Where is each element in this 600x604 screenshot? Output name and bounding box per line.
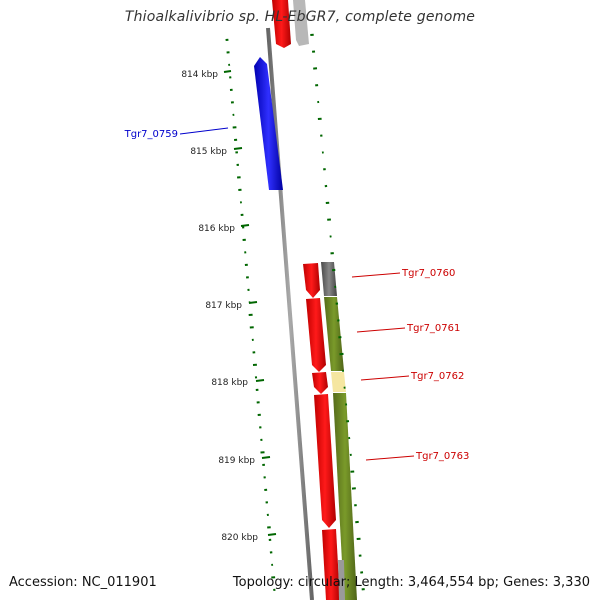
- cog-gray-segment: [321, 262, 337, 296]
- gene-tgr7-0762[interactable]: [312, 372, 328, 394]
- genome-backbone: [268, 28, 312, 600]
- gene-tgr7-0763[interactable]: [314, 394, 336, 528]
- gene-tgr7-0761[interactable]: [306, 298, 326, 372]
- gene-tgr7-0759[interactable]: [254, 57, 283, 190]
- gene-label-tgr7-0759[interactable]: Tgr7_0759: [124, 129, 178, 140]
- tick-label-814: 814 kbp: [181, 70, 218, 80]
- tick-label-820: 820 kbp: [221, 533, 258, 543]
- tick-label-815: 815 kbp: [190, 147, 227, 157]
- tick-label-817: 817 kbp: [205, 301, 242, 311]
- tick-label-819: 819 kbp: [218, 456, 255, 466]
- leader-tgr7-0761: [357, 328, 405, 332]
- leader-tgr7-0762: [361, 376, 409, 380]
- topology-label: Topology: circular; Length: 3,464,554 bp…: [233, 575, 590, 590]
- tick-mark-817: [249, 302, 257, 303]
- cog-pale-segment: [331, 372, 346, 392]
- tick-mark-815: [234, 148, 242, 149]
- map-title: Thioalkalivibrio sp. HL-EbGR7, complete …: [0, 9, 600, 25]
- tick-label-818: 818 kbp: [211, 378, 248, 388]
- leader-tgr7-0759: [180, 128, 228, 134]
- tick-mark-820: [268, 534, 276, 535]
- gene-tgr7-0760[interactable]: [303, 263, 320, 298]
- gene-label-tgr7-0761[interactable]: Tgr7_0761: [406, 323, 460, 334]
- cog-olive-segment-1: [324, 297, 344, 371]
- tick-mark-818: [256, 380, 264, 381]
- gene-label-tgr7-0763[interactable]: Tgr7_0763: [415, 451, 469, 462]
- tick-mark-814: [224, 71, 231, 72]
- gene-label-tgr7-0762[interactable]: Tgr7_0762: [410, 371, 464, 382]
- leader-tgr7-0760: [352, 273, 400, 277]
- tick-mark-816: [241, 225, 249, 226]
- tick-label-816: 816 kbp: [198, 224, 235, 234]
- accession-label: Accession: NC_011901: [9, 575, 157, 590]
- tick-mark-819: [262, 457, 270, 458]
- gene-label-tgr7-0760[interactable]: Tgr7_0760: [401, 268, 455, 279]
- leader-tgr7-0763: [366, 456, 414, 460]
